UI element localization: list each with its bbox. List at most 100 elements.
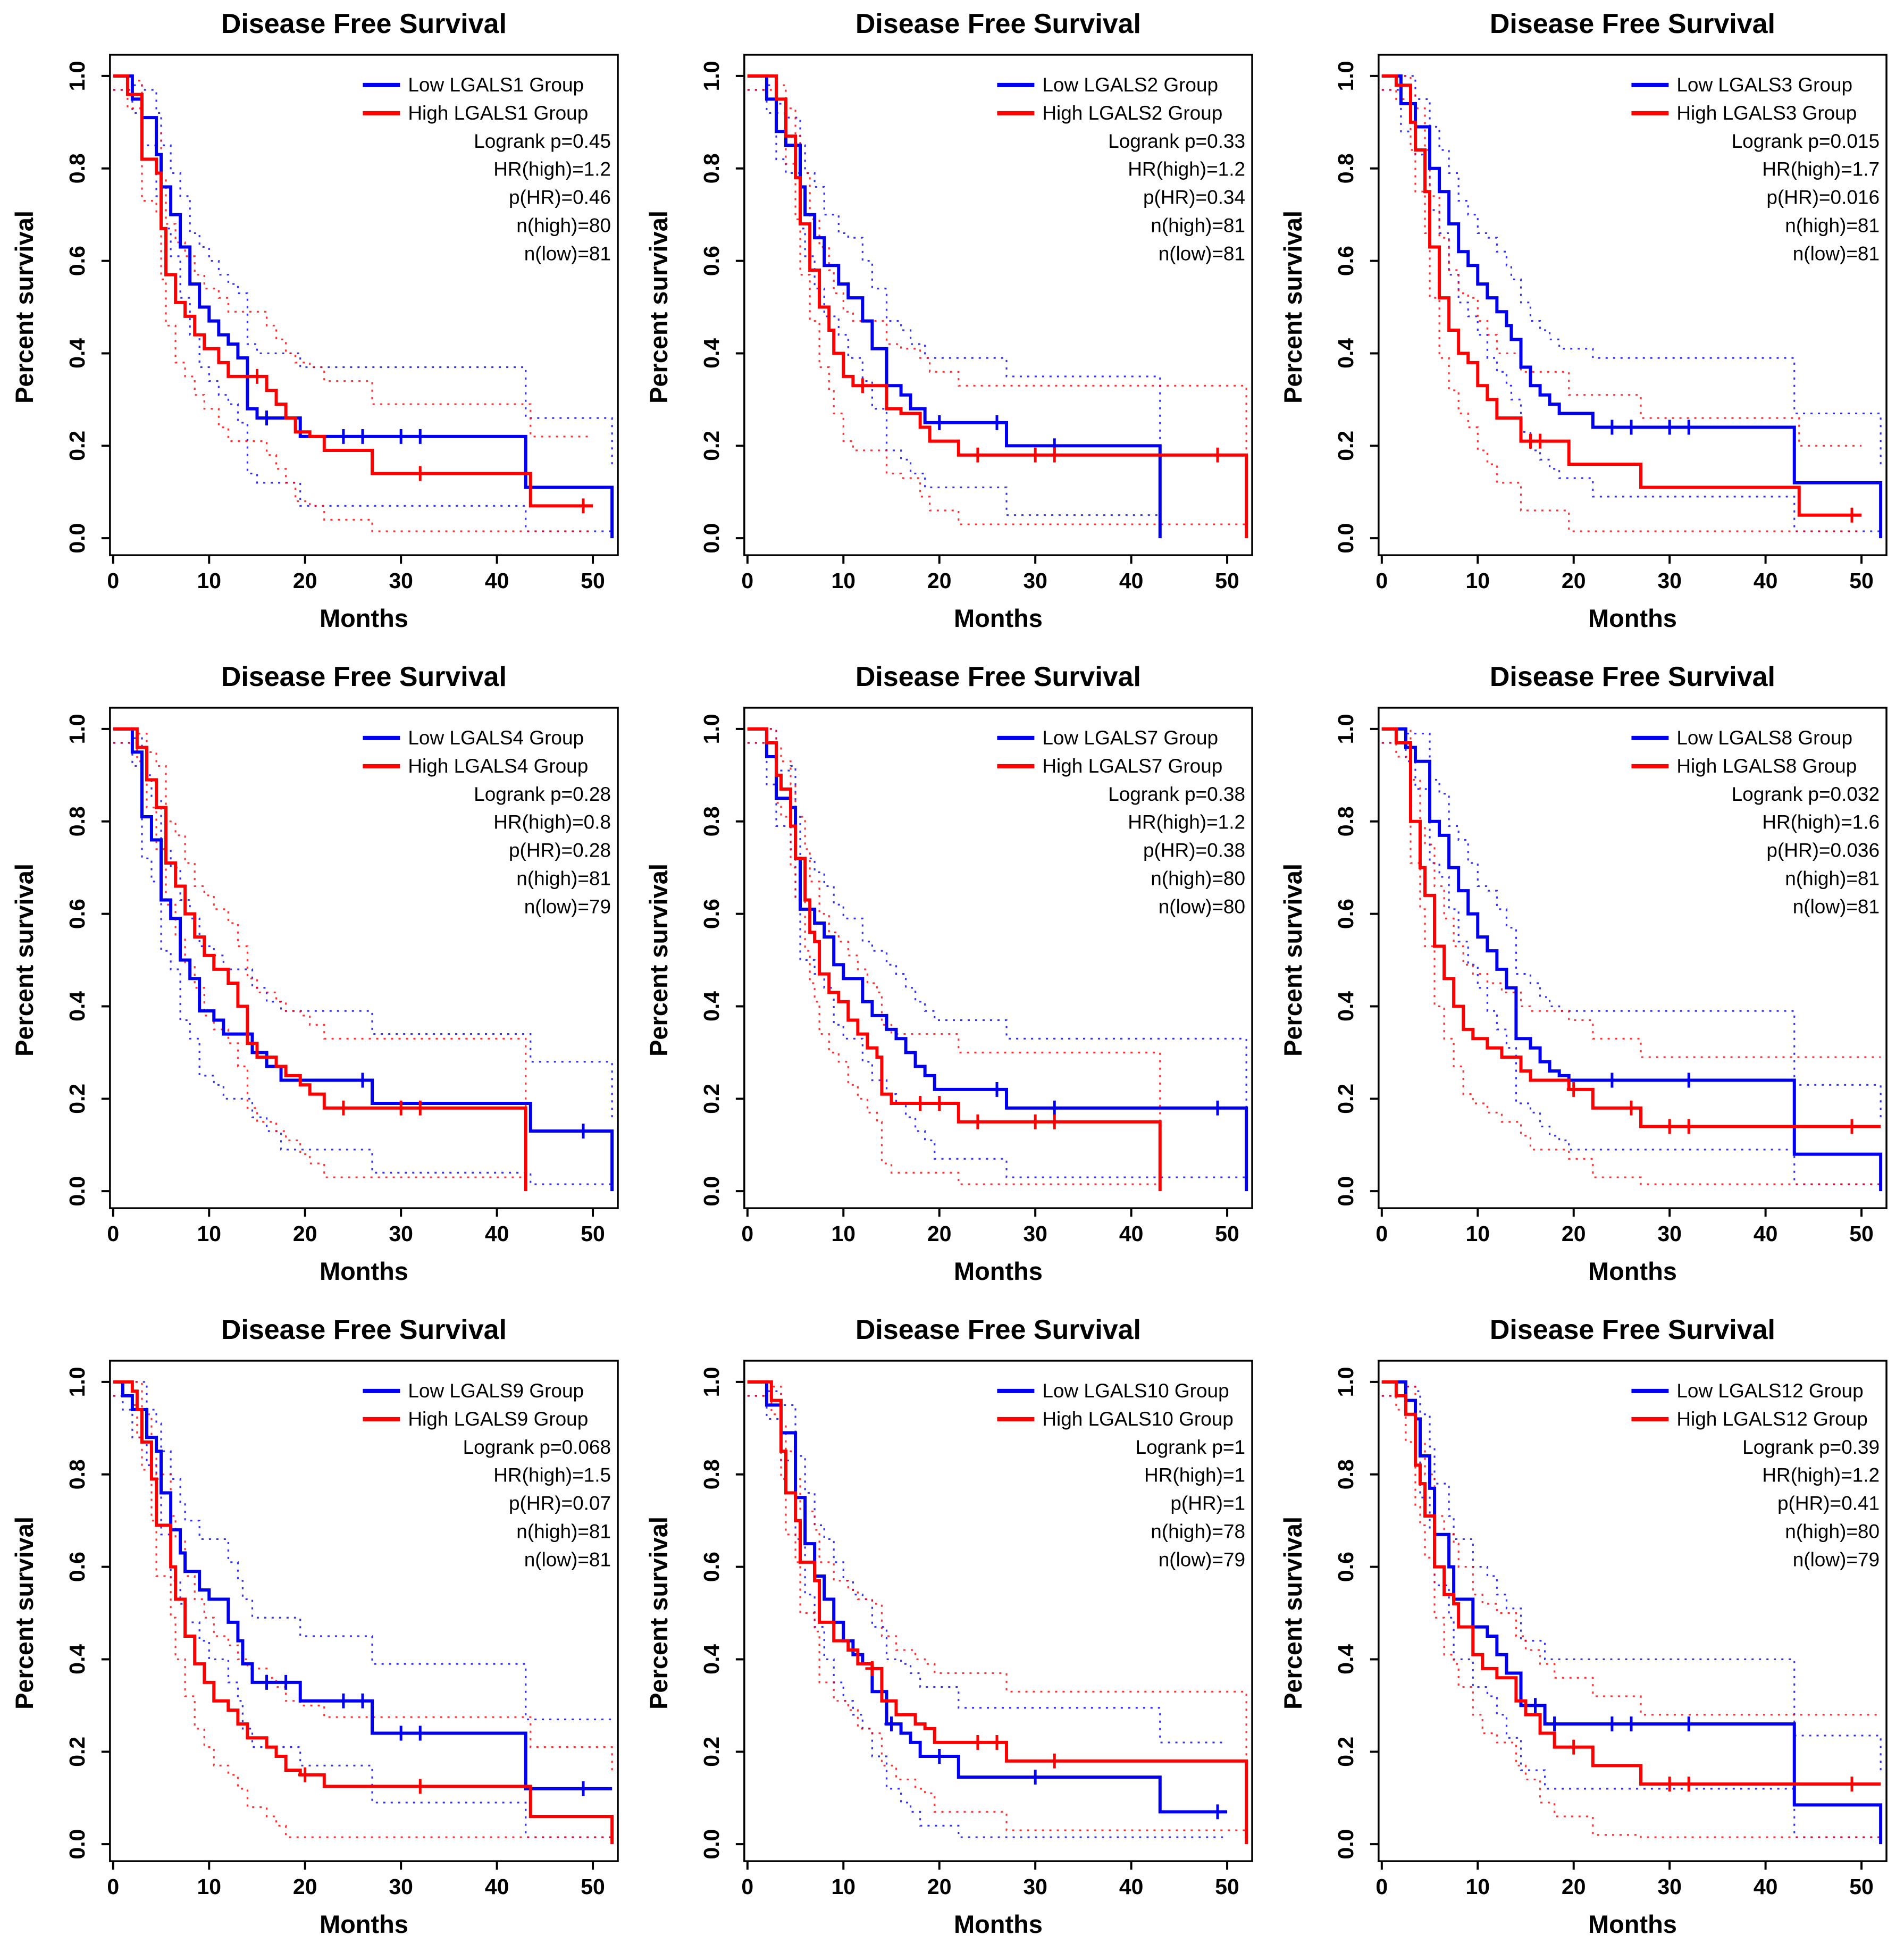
censor-mark: [1547, 1716, 1562, 1732]
stats-line: n(low)=81: [1793, 896, 1880, 918]
stats-block: Logrank p=0.015 HR(high)=1.7 p(HR)=0.016 n(…: [1732, 130, 1880, 265]
stats-line: Logrank p=0.032: [1732, 783, 1880, 805]
y-tick-label: 0.8: [65, 153, 89, 183]
y-axis-label: Percent survival: [10, 1517, 38, 1710]
x-axis-label: Months: [1588, 1910, 1677, 1938]
y-tick-label: 0.0: [1333, 1829, 1358, 1860]
y-tick-label: 0.2: [65, 431, 89, 461]
x-tick-label: 10: [197, 1221, 221, 1246]
censor-mark: [1211, 1804, 1225, 1820]
x-tick-label: 30: [1657, 1221, 1682, 1246]
stats-line: HR(high)=1: [1144, 1464, 1245, 1486]
stats-line: n(high)=80: [516, 215, 611, 237]
y-tick-label: 0.8: [65, 1459, 89, 1489]
low-ci-upper-curve: [113, 1381, 613, 1721]
censor-mark: [1682, 1119, 1696, 1134]
x-tick-label: 30: [1023, 1874, 1047, 1899]
low-ci-lower-curve: [113, 742, 613, 1185]
low-censor-marks: [1528, 1698, 1696, 1732]
low-ci-lower-curve: [113, 1395, 613, 1838]
y-tick-label: 0.0: [699, 1176, 724, 1207]
y-tick-label: 1.0: [699, 1367, 724, 1397]
y-axis-label: Percent survival: [644, 864, 673, 1057]
x-tick-label: 10: [831, 1874, 855, 1899]
censor-mark: [1605, 1073, 1619, 1088]
stats-line: Logrank p=0.015: [1732, 130, 1880, 152]
censor-mark: [576, 498, 591, 514]
low-ci-lower-curve: [747, 742, 1247, 1185]
stats-block: Logrank p=0.33 HR(high)=1.2 p(HR)=0.34 n(hi…: [1108, 130, 1245, 265]
x-axis: 0 10 20 30 40 50: [107, 1861, 605, 1899]
y-tick-label: 0.6: [699, 246, 724, 276]
low-censor-marks: [989, 1082, 1225, 1116]
x-tick-label: 40: [1119, 568, 1144, 593]
km-panel-LGALS3: Disease Free Survival 0 10 20 30 40 50 Months 0.…: [1269, 0, 1903, 653]
plot-box: [109, 1360, 619, 1862]
x-tick-label: 20: [927, 1221, 952, 1246]
high-ci-lower-curve: [747, 89, 1247, 532]
x-tick-label: 0: [741, 1221, 753, 1246]
km-chart-svg-LGALS7: Disease Free Survival 0 10 20 30 40 50 Months 0.…: [644, 661, 1253, 1285]
censor-mark: [1845, 507, 1859, 523]
censor-mark: [413, 1726, 427, 1741]
y-tick-label: 0.0: [65, 1829, 89, 1860]
y-tick-label: 0.6: [1333, 1552, 1358, 1582]
y-tick-label: 1.0: [65, 61, 89, 91]
x-tick-label: 10: [831, 568, 855, 593]
x-tick-label: 50: [1849, 1221, 1874, 1246]
x-tick-label: 40: [1754, 1874, 1778, 1899]
low-censor-marks: [259, 411, 427, 444]
y-tick-label: 0.8: [65, 806, 89, 836]
y-tick-label: 0.2: [65, 1737, 89, 1767]
legend: Low LGALS10 Group High LGALS10 Group: [997, 1380, 1234, 1430]
censor-mark: [1624, 1100, 1638, 1116]
y-tick-label: 0.8: [699, 1459, 724, 1489]
high-ci-upper-curve: [113, 728, 527, 1122]
censor-mark: [413, 1100, 427, 1116]
censor-mark: [970, 447, 985, 463]
legend-label-low: Low LGALS10 Group: [1042, 1380, 1229, 1402]
censor-mark: [1047, 1114, 1062, 1129]
censor-mark: [932, 415, 946, 430]
legend-label-high: High LGALS2 Group: [1042, 102, 1222, 124]
y-axis: 0.0 0.2 0.4 0.6 0.8 1.0: [1333, 61, 1379, 554]
y-tick-label: 1.0: [699, 714, 724, 744]
x-axis-label: Months: [954, 1910, 1043, 1938]
high-ci-lower-curve: [747, 1395, 1247, 1838]
km-chart-svg-LGALS12: Disease Free Survival 0 10 20 30 40 50 Months 0.…: [1279, 1314, 1888, 1938]
high-ci-upper-curve: [1381, 1381, 1881, 1716]
y-axis: 0.0 0.2 0.4 0.6 0.8 1.0: [65, 1367, 110, 1860]
plot-box: [109, 707, 619, 1209]
censor-mark: [1682, 1073, 1696, 1088]
low-group-curve: [747, 1380, 1228, 1814]
plot-box: [743, 707, 1253, 1209]
censor-mark: [865, 1661, 879, 1676]
x-tick-label: 0: [1375, 568, 1388, 593]
legend: Low LGALS7 Group High LGALS7 Group: [997, 727, 1222, 777]
stats-line: n(low)=79: [524, 896, 611, 918]
y-tick-label: 0.6: [65, 899, 89, 929]
x-tick-label: 20: [927, 1874, 952, 1899]
x-axis: 0 10 20 30 40 50: [741, 1208, 1239, 1246]
censor-mark: [413, 1779, 427, 1794]
x-tick-label: 0: [107, 1874, 119, 1899]
stats-line: Logrank p=0.38: [1108, 783, 1245, 805]
high-group-curve: [1381, 74, 1862, 517]
stats-line: p(HR)=0.07: [509, 1493, 611, 1514]
stats-line: n(low)=79: [1159, 1549, 1245, 1571]
high-censor-marks: [336, 1100, 427, 1116]
low-ci-lower-curve: [747, 89, 1161, 532]
y-tick-label: 0.8: [699, 153, 724, 183]
low-censor-marks: [355, 1073, 591, 1139]
censor-mark: [932, 1096, 946, 1111]
x-tick-label: 50: [1849, 568, 1874, 593]
high-group-curve: [1381, 727, 1881, 1128]
legend-label-high: High LGALS9 Group: [408, 1408, 588, 1430]
low-censor-marks: [1605, 420, 1696, 435]
km-panel-LGALS12: Disease Free Survival 0 10 20 30 40 50 Months 0.…: [1269, 1306, 1903, 1959]
stats-line: n(low)=81: [524, 1549, 611, 1571]
plot-box: [743, 54, 1253, 556]
x-tick-label: 0: [741, 1874, 753, 1899]
censor-mark: [336, 1100, 350, 1116]
y-tick-label: 1.0: [65, 714, 89, 744]
